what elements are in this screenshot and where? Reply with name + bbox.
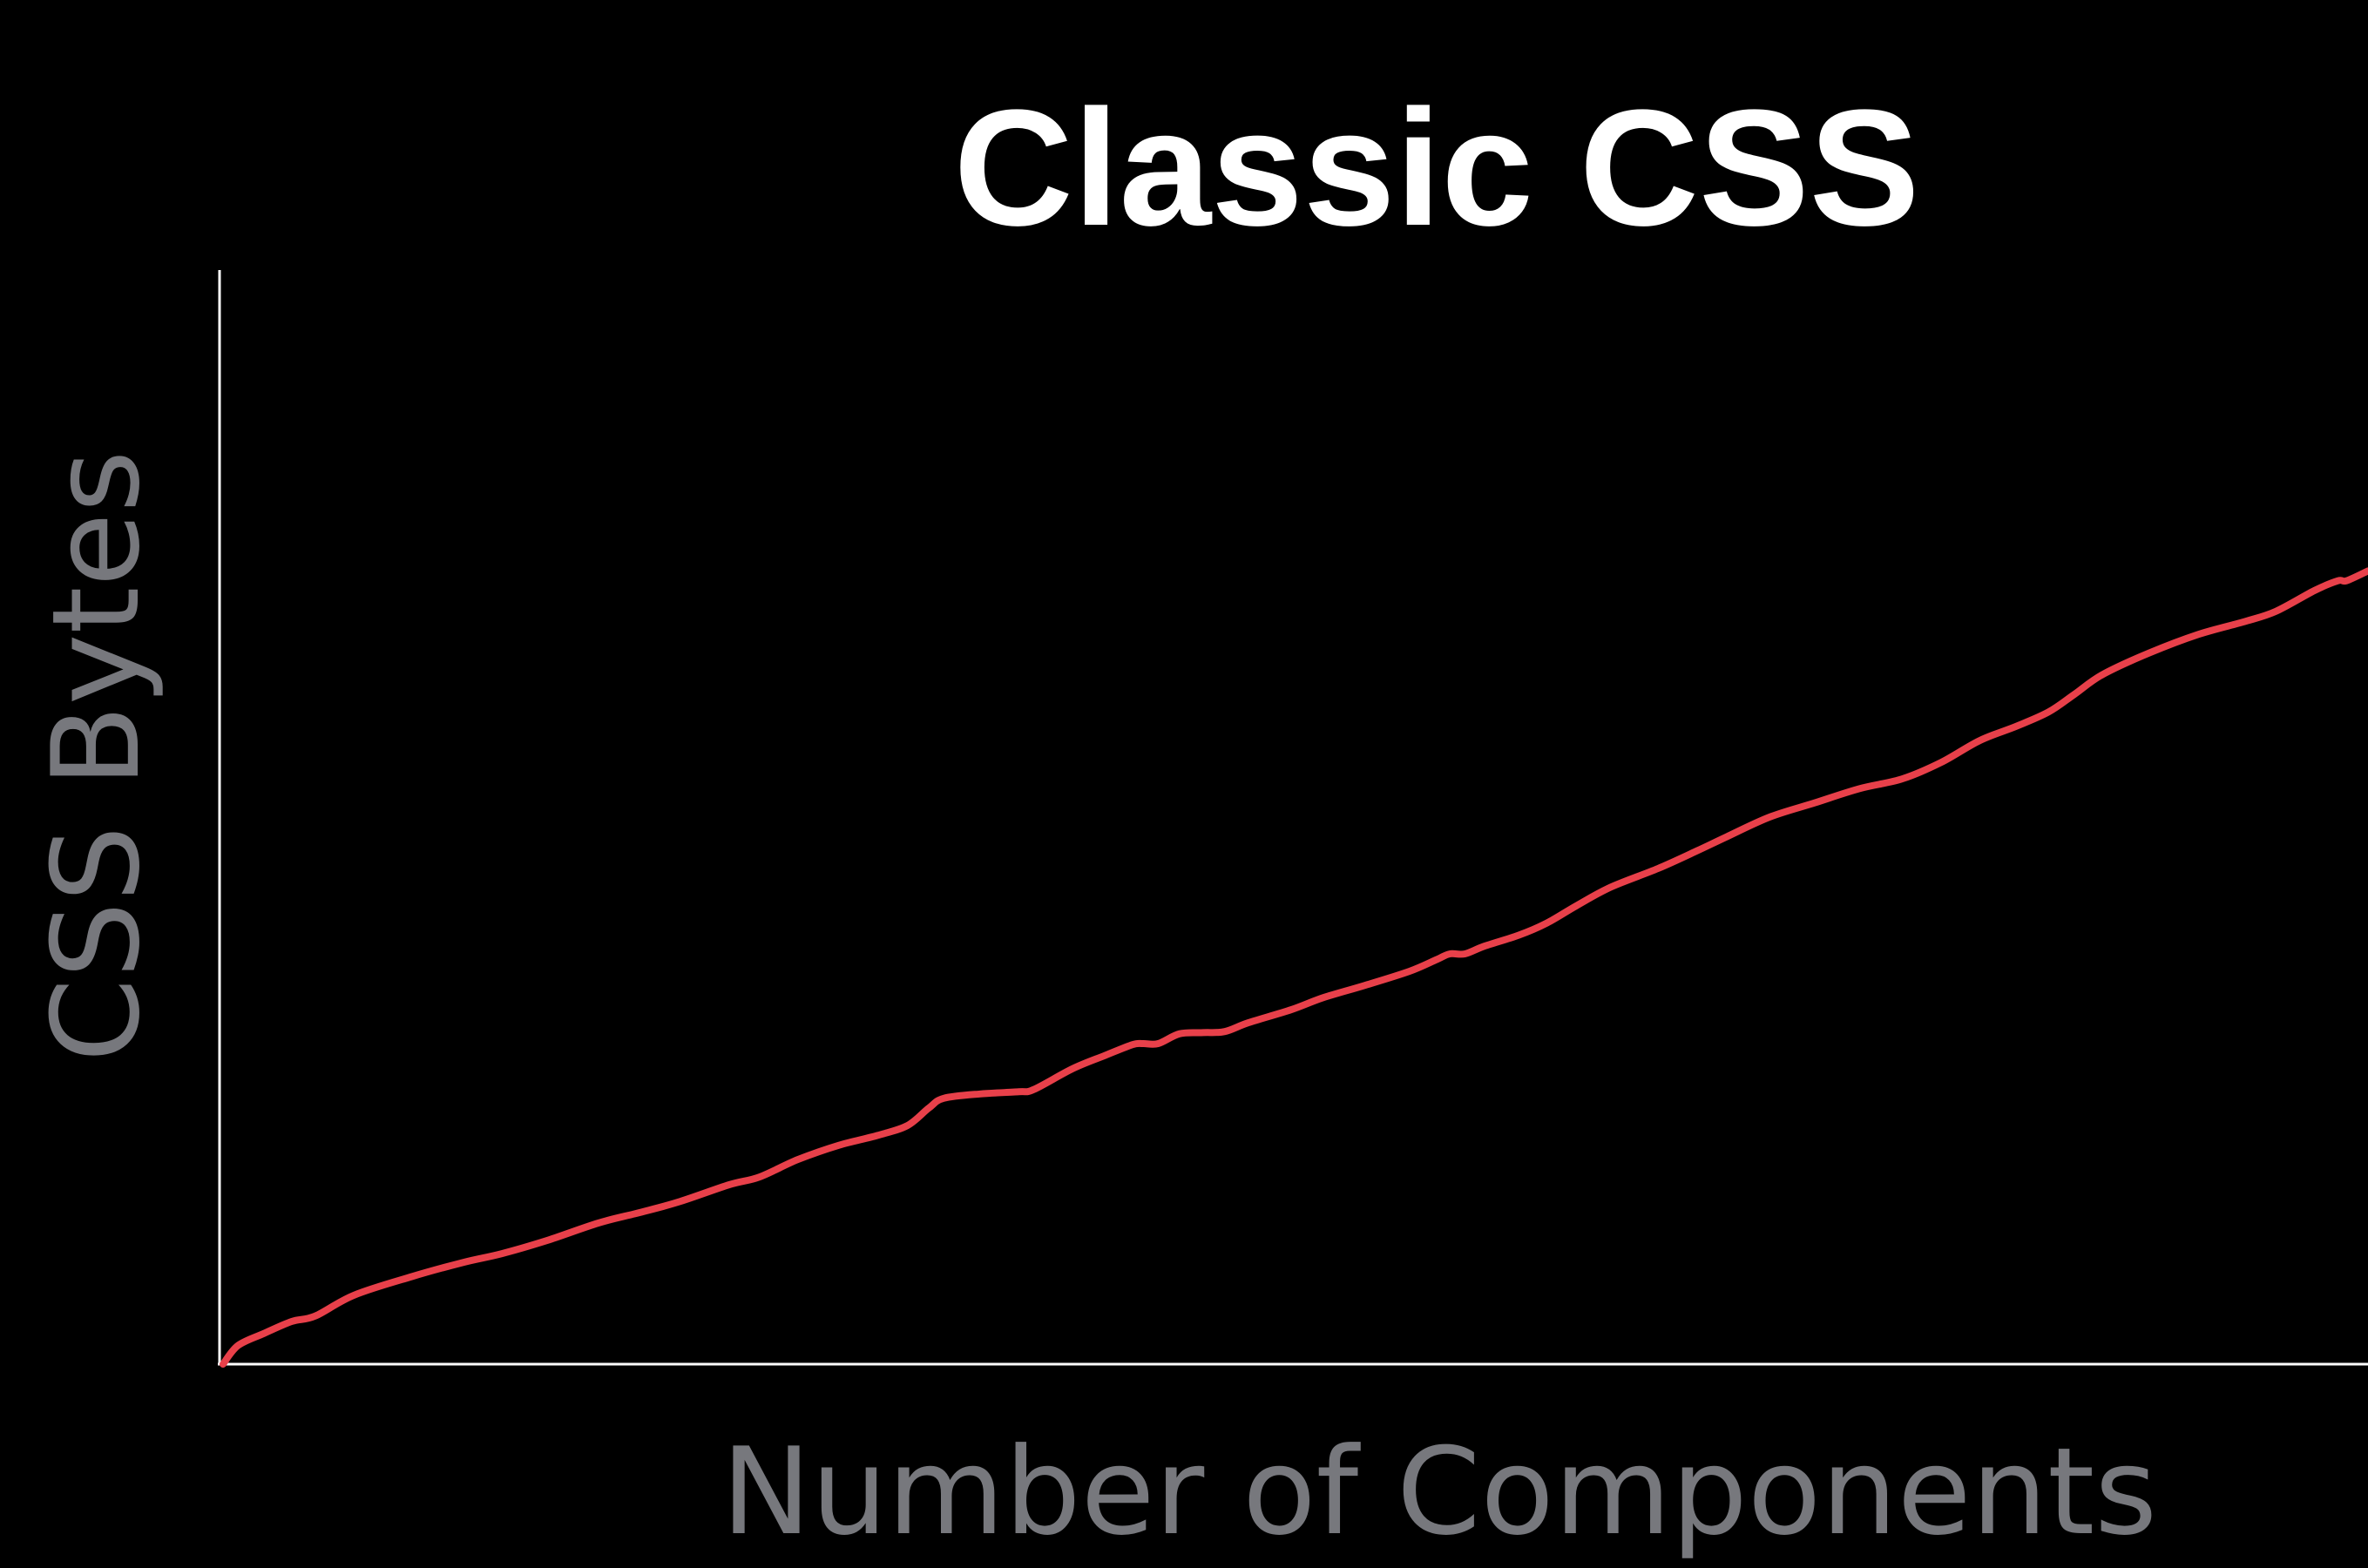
series-line-1 [220,567,2368,1368]
y-axis-label: CSS Bytes [26,450,166,1063]
chart-title: Classic CSS [954,76,1920,260]
series-layer [220,567,2368,1368]
x-axis-label: Number of Components [721,1422,2157,1562]
